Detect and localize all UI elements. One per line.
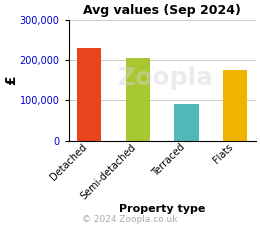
Bar: [223, 70, 247, 141]
Bar: [174, 104, 199, 141]
Bar: [126, 58, 150, 141]
Title: Avg values (Sep 2024): Avg values (Sep 2024): [83, 4, 241, 17]
Y-axis label: £: £: [4, 75, 18, 85]
Text: © 2024 Zoopla.co.uk: © 2024 Zoopla.co.uk: [82, 215, 178, 224]
Text: Zoopla: Zoopla: [118, 66, 214, 90]
X-axis label: Property type: Property type: [119, 204, 205, 214]
Bar: [77, 48, 101, 141]
